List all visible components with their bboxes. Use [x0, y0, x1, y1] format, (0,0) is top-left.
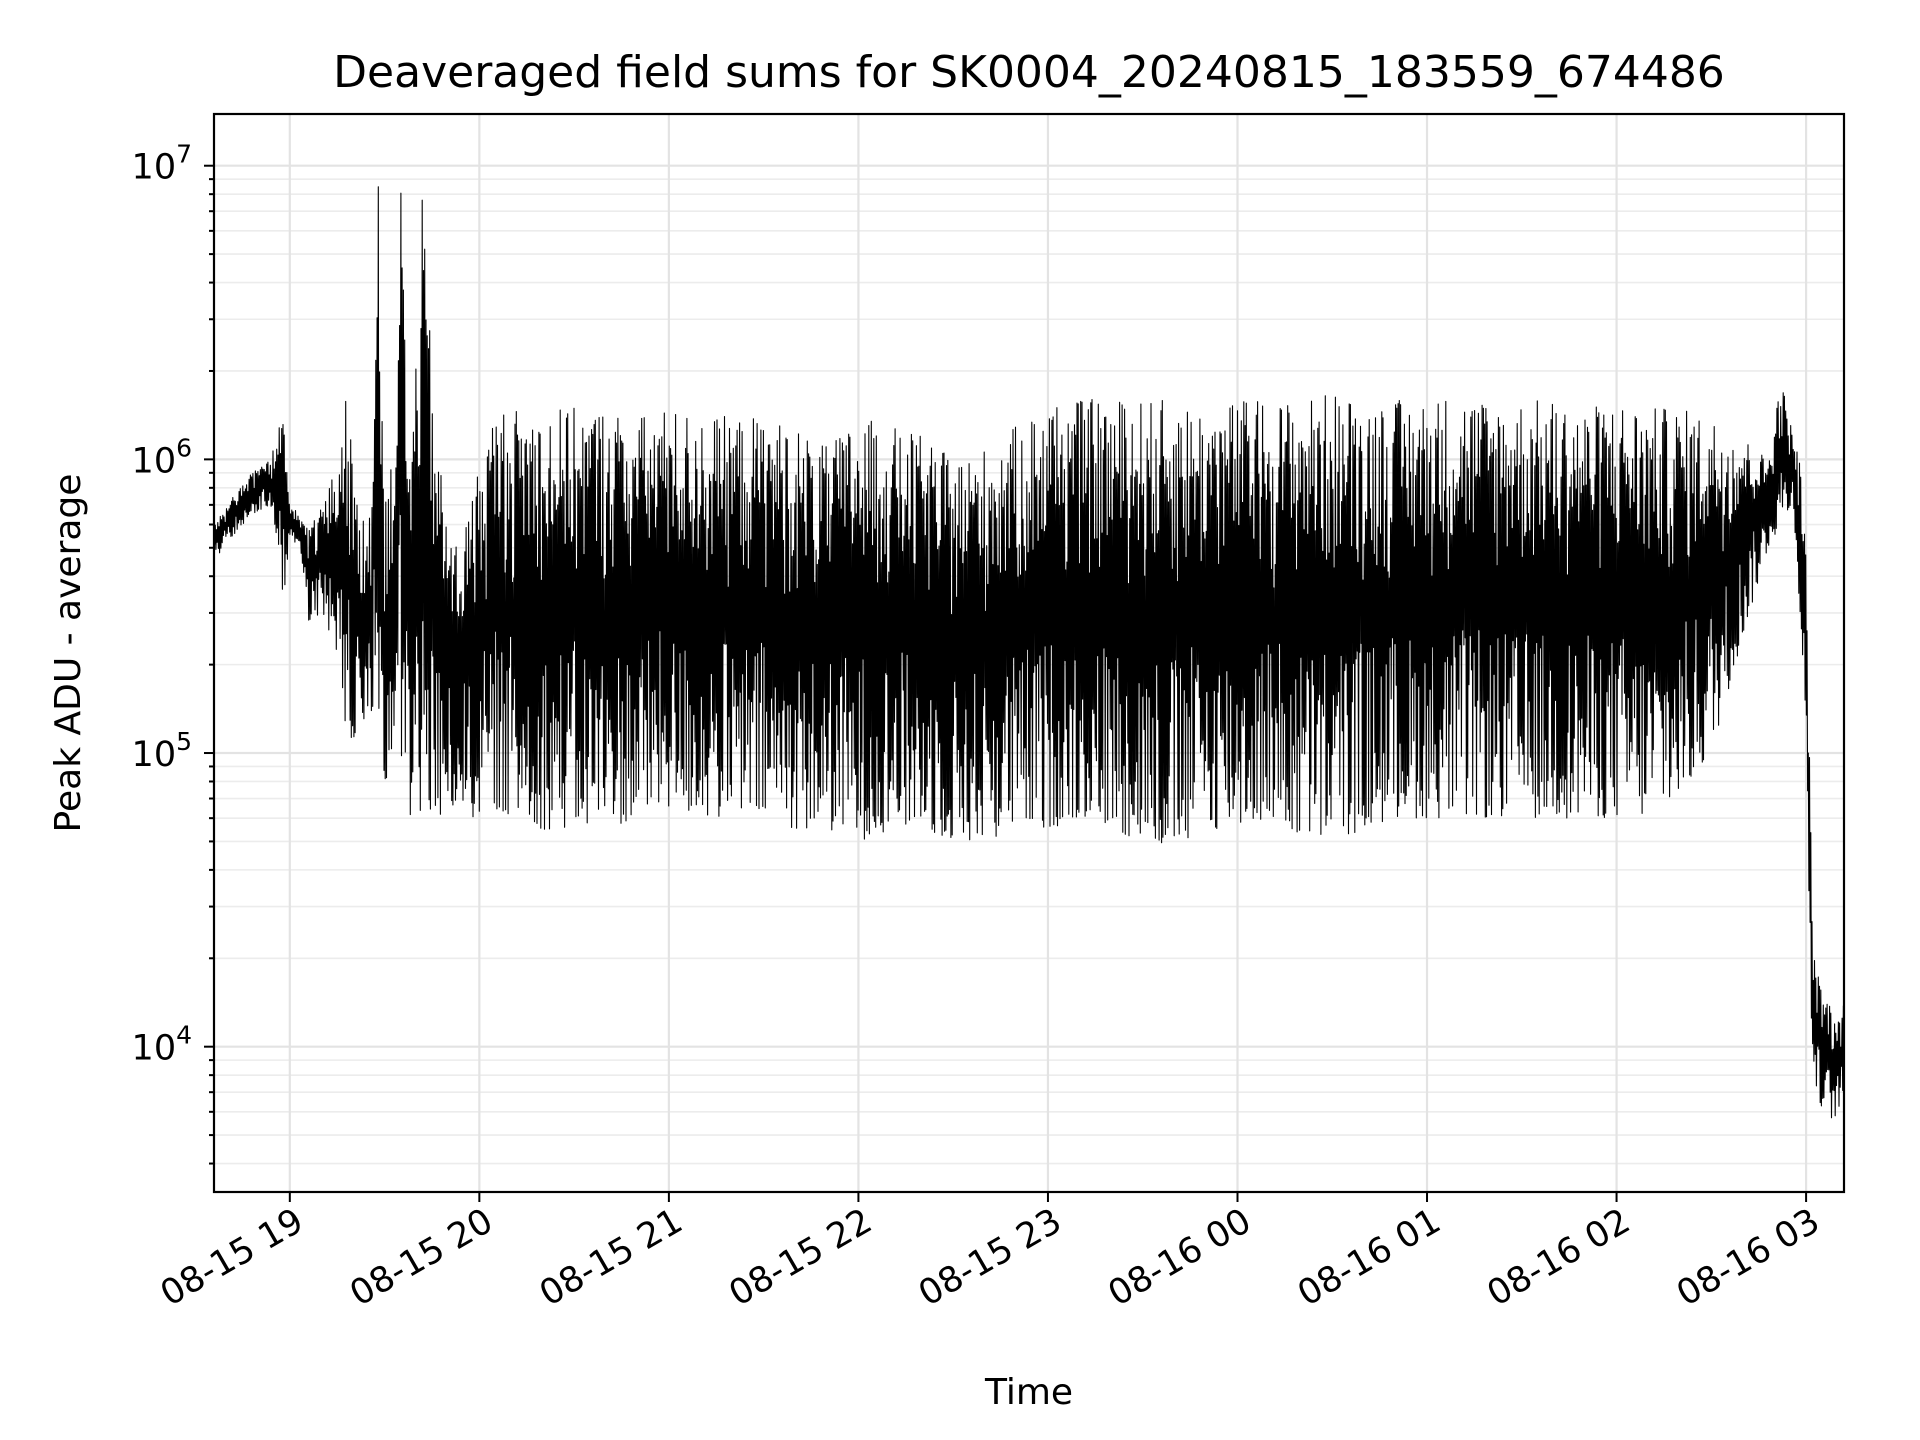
y-tick-label: 106 — [132, 433, 192, 481]
y-axis: 104 105 106 107 — [132, 140, 214, 1165]
x-axis-label: Time — [984, 1372, 1073, 1413]
x-tick-label: 08-16 02 — [1481, 1201, 1637, 1314]
y-axis-label: Peak ADU - average — [48, 474, 89, 833]
x-tick-label: 08-16 03 — [1670, 1201, 1826, 1314]
chart-title: Deaveraged field sums for SK0004_2024081… — [333, 47, 1725, 98]
x-tick-label: 08-15 19 — [154, 1201, 310, 1314]
x-tick-label: 08-16 00 — [1102, 1201, 1258, 1314]
x-axis: 08-15 19 08-15 20 08-15 21 08-15 22 08-15 23… — [154, 1192, 1827, 1314]
x-tick-label: 08-15 22 — [723, 1201, 879, 1314]
x-tick-label: 08-15 21 — [533, 1201, 689, 1314]
y-tick-label: 104 — [132, 1021, 192, 1069]
series-line — [213, 186, 1845, 1119]
x-tick-label: 08-16 01 — [1291, 1201, 1447, 1314]
plot-frame — [212, 112, 1846, 1194]
y-tick-label: 107 — [132, 140, 192, 188]
x-tick-label: 08-15 20 — [344, 1201, 500, 1314]
y-tick-label: 105 — [132, 727, 192, 775]
x-tick-label: 08-15 23 — [912, 1201, 1068, 1314]
